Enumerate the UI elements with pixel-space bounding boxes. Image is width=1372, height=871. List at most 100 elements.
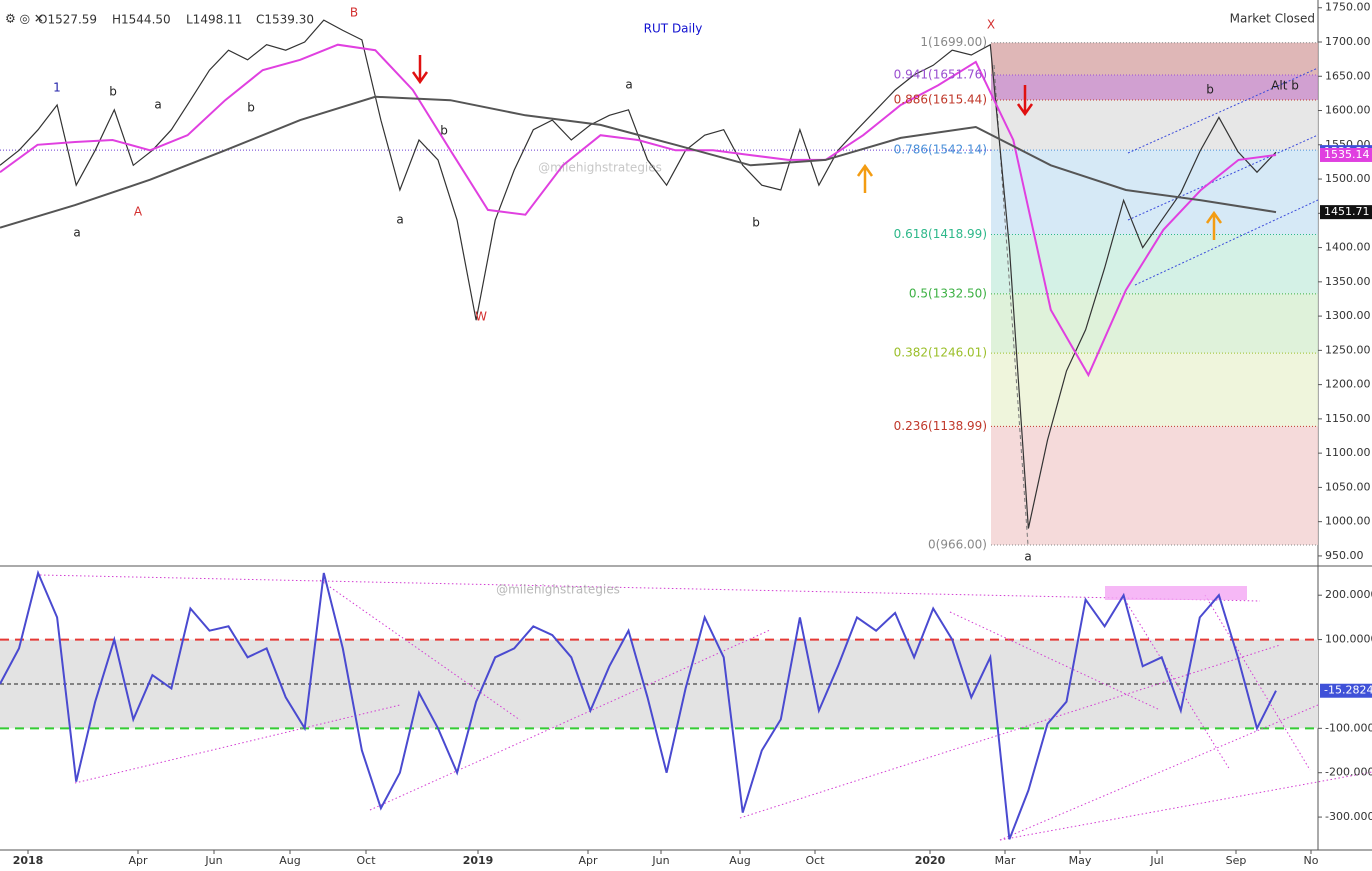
fib-label: 0.886(1615.44) (894, 92, 987, 106)
wave-label: a (396, 213, 403, 227)
x-tick-label: Apr (578, 854, 598, 867)
x-tick-label: No (1304, 854, 1319, 867)
up-arrow (856, 163, 874, 193)
price-marker (1320, 683, 1372, 698)
y-tick-label: 1700.00 (1325, 35, 1371, 48)
x-tick-label: Jun (204, 854, 222, 867)
trend-line (369, 629, 771, 811)
fib-label: 1(1699.00) (920, 35, 987, 49)
chart-title: RUT Daily (644, 22, 703, 36)
trend-line (739, 644, 1281, 819)
plot-area (0, 19, 1277, 840)
price-marker-label: 1535.14 (1324, 148, 1370, 161)
fib-bands (0, 42, 1318, 730)
x-tick-label: May (1069, 854, 1092, 867)
y-tick-label: 1200.00 (1325, 378, 1371, 391)
y-tick-label: 1600.00 (1325, 104, 1371, 117)
wave-label: b (247, 101, 255, 115)
x-tick-label: Jun (651, 854, 669, 867)
y-tick-label: -300.0000 (1325, 810, 1372, 823)
trend-line (999, 704, 1319, 841)
x-tick-label: Jul (1149, 854, 1163, 867)
x-tick-label: Sep (1226, 854, 1247, 867)
fib-band (991, 99, 1318, 151)
x-tick-label: Oct (805, 854, 825, 867)
ohlc-low: L1498.11 (186, 13, 242, 27)
fib-band (991, 293, 1318, 354)
down-arrow (411, 55, 429, 85)
trend-line (1124, 599, 1231, 771)
y-tick-label: 1400.00 (1325, 241, 1371, 254)
y-tick-label: 1500.00 (1325, 172, 1371, 185)
moving-average (0, 43, 1277, 378)
x-tick-label: Mar (995, 854, 1016, 867)
x-tick-label: Oct (356, 854, 376, 867)
y-tick-label: 950.00 (1325, 549, 1364, 562)
wave-label: a (625, 78, 632, 92)
settings-icon[interactable]: ⚙ ◎ ✕ (5, 12, 44, 26)
wave-label: b (1206, 83, 1214, 97)
wave-label: B (350, 6, 358, 20)
wave-label: X (987, 18, 995, 32)
trend-line (39, 574, 1261, 602)
fib-label: 0.236(1138.99) (894, 419, 987, 433)
ohlc-close: C1539.30 (256, 13, 314, 27)
wave-label: a (73, 226, 80, 240)
trend-line (999, 771, 1372, 841)
highlight-box (1105, 586, 1247, 600)
trend-line (319, 579, 521, 721)
fib-label: 0.5(1332.50) (909, 286, 987, 300)
fib-band (991, 353, 1318, 427)
y-tick-label: -200.0000 (1325, 766, 1372, 779)
watermark: @milehighstrategies (496, 583, 620, 597)
wave-label: a (1024, 550, 1031, 564)
price-marker-label: 1451.71 (1324, 205, 1370, 218)
fib-label: 0(966.00) (928, 537, 987, 551)
price-marker (1320, 147, 1372, 162)
wave-label: b (109, 85, 117, 99)
price-marker-label: -15.2824 (1324, 684, 1372, 697)
y-tick-label: -100.0000 (1325, 721, 1372, 734)
y-tick-label: 1750.00 (1325, 1, 1371, 14)
wave-label: b (440, 124, 448, 138)
y-tick-label: 1050.00 (1325, 480, 1371, 493)
channel-line (1127, 67, 1319, 154)
wave-label: a (154, 98, 161, 112)
y-tick-label: 1000.00 (1325, 515, 1371, 528)
y-tick-label: 1250.00 (1325, 343, 1371, 356)
down-arrow (1016, 85, 1034, 117)
cci-trend-lines (39, 574, 1372, 841)
watermark: @milehighstrategies (538, 161, 662, 175)
y-tick-label: 1300.00 (1325, 309, 1371, 322)
y-tick-label: 1350.00 (1325, 275, 1371, 288)
fib-band (991, 75, 1318, 100)
wave-label: Alt b (1271, 79, 1299, 93)
fib-band (991, 42, 1318, 76)
moving-average (0, 95, 1277, 229)
channel-line (1127, 134, 1319, 221)
fib-label: 0.941(1651.76) (894, 68, 987, 82)
fib-band (991, 426, 1318, 545)
x-tick-label: 2020 (915, 854, 946, 867)
y-tick-label: 1650.00 (1325, 69, 1371, 82)
x-tick-label: Aug (729, 854, 750, 867)
price-marker (1320, 205, 1372, 220)
arrows (411, 55, 1223, 240)
x-tick-label: 2019 (463, 854, 494, 867)
x-tick-label: 2018 (13, 854, 44, 867)
fib-label: 0.786(1542.14) (894, 143, 987, 157)
fib-label: 0.382(1246.01) (894, 346, 987, 360)
trend-line (949, 611, 1161, 711)
y-tick-label: 200.0000 (1325, 588, 1372, 601)
ohlc-open: O1527.59 (38, 13, 97, 27)
y-tick-label: 100.0000 (1325, 633, 1372, 646)
fib-band (991, 150, 1318, 235)
wave-label: 1 (53, 81, 61, 95)
up-arrow (1205, 210, 1223, 240)
channel-line (1134, 199, 1319, 286)
y-tick-label: 1100.00 (1325, 446, 1371, 459)
y-tick-label: 1150.00 (1325, 412, 1371, 425)
fib-label: 0.618(1418.99) (894, 227, 987, 241)
